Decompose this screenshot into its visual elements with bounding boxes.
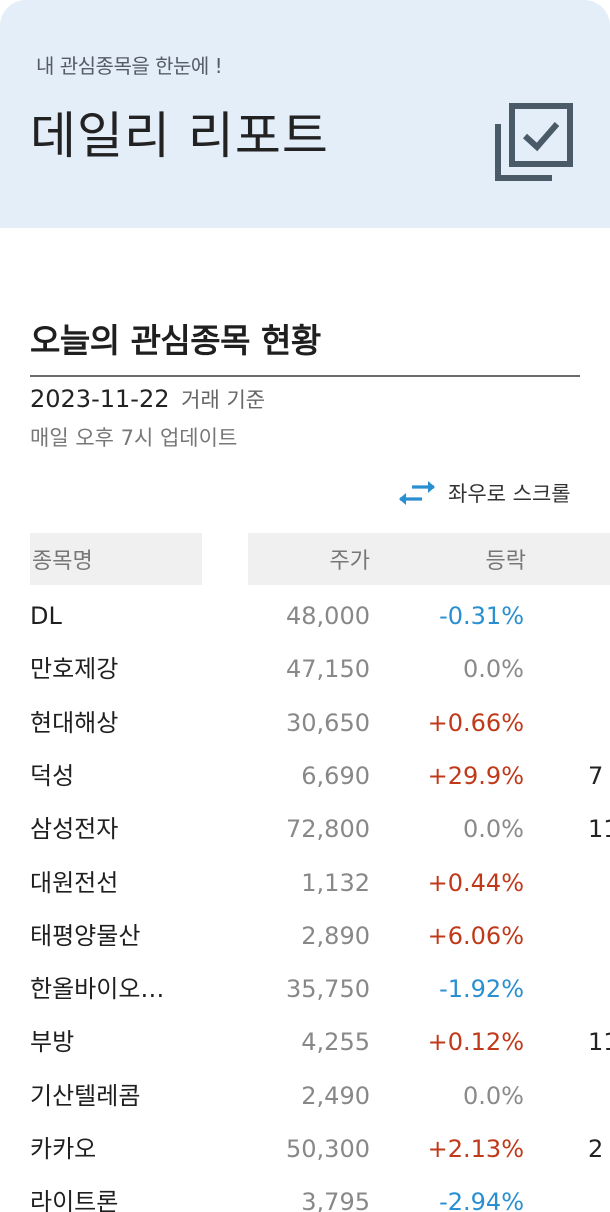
report-header: 내 관심종목을 한눈에 ! 데일리 리포트 [0,0,610,228]
stock-name: 기산텔레콤 [30,1081,141,1110]
stock-name: 카카오 [30,1135,97,1163]
scroll-hint[interactable]: 좌우로 스크롤 [398,478,571,508]
column-header-name[interactable]: 종목명 [30,533,202,585]
stock-price: 35,750 [286,975,370,1004]
table-row[interactable]: 한올바이오… 35,750 -1.92% [0,963,610,1016]
table-row[interactable]: 현대해상 30,650 +0.66% [0,697,610,750]
stock-change: +6.06% [427,921,524,950]
stock-name: 대원전선 [30,868,119,897]
stock-name: 부방 [30,1028,75,1057]
check-stack-icon[interactable] [492,100,578,186]
date-basis: 거래 기준 [181,388,266,412]
stock-change: +2.13% [427,1135,524,1163]
stock-name: DL [30,602,62,630]
table-row[interactable]: 대원전선 1,132 +0.44% [0,857,610,910]
table-row[interactable]: 기산텔레콤 2,490 0.0% [0,1070,610,1123]
stock-change: 0.0% [463,655,524,684]
stock-name: 한올바이오… [30,975,165,1004]
column-header-change[interactable]: 등락 [485,549,526,574]
column-header-name-label: 종목명 [32,549,93,574]
table-row[interactable]: 카카오 50,300 +2.13% 2 [0,1123,610,1176]
column-header-values: 주가 등락 [248,533,610,585]
trade-date: 2023-11-22 [30,385,170,413]
stock-name: 태평양물산 [30,921,141,950]
stock-extra-column: 11 [588,815,610,844]
stock-price: 3,795 [301,1188,370,1212]
stock-price: 1,132 [301,868,370,897]
stock-extra-column: 11 [588,1028,610,1057]
stock-change: 0.0% [463,815,524,844]
stock-extra-column: 2 [588,1135,604,1163]
table-row[interactable]: 태평양물산 2,890 +6.06% [0,910,610,963]
stock-change: -2.94% [439,1188,524,1212]
stock-change: -1.92% [439,975,524,1004]
scroll-hint-label: 좌우로 스크롤 [448,482,571,506]
table-row[interactable]: DL 48,000 -0.31% [0,590,610,643]
table-row[interactable]: 만호제강 47,150 0.0% [0,643,610,696]
stock-change: -0.31% [439,602,524,630]
stock-name: 라이트론 [30,1188,119,1212]
section-title: 오늘의 관심종목 현황 [30,321,321,360]
stock-change: 0.0% [463,1081,524,1110]
stock-price: 30,650 [286,708,370,737]
table-row[interactable]: 부방 4,255 +0.12% 11 [0,1016,610,1069]
stock-price: 47,150 [286,655,370,684]
stock-price: 48,000 [286,602,370,630]
header-subtitle: 내 관심종목을 한눈에 ! [36,54,223,78]
stock-name: 덕성 [30,761,75,790]
header-title: 데일리 리포트 [30,107,329,165]
stock-name: 만호제강 [30,655,119,684]
stock-change: +0.12% [427,1028,524,1057]
swap-arrows-icon [399,481,435,505]
column-header-price[interactable]: 주가 [329,549,370,574]
stock-change: +0.66% [427,708,524,737]
stock-extra-column: 7 [588,761,604,790]
stock-price: 6,690 [301,761,370,790]
update-note: 매일 오후 7시 업데이트 [30,426,238,450]
table-row[interactable]: 삼성전자 72,800 0.0% 11 [0,803,610,856]
table-row[interactable]: 덕성 6,690 +29.9% 7 [0,750,610,803]
table-row[interactable]: 라이트론 3,795 -2.94% [0,1176,610,1212]
stock-price: 4,255 [301,1028,370,1057]
stock-price: 2,490 [301,1081,370,1110]
stock-change: +0.44% [427,868,524,897]
stock-price: 50,300 [286,1135,370,1163]
stock-price: 2,890 [301,921,370,950]
stock-name: 삼성전자 [30,815,119,844]
stock-change: +29.9% [427,761,524,790]
stock-name: 현대해상 [30,708,119,737]
section-divider [30,375,580,377]
date-line: 2023-11-22 거래 기준 [30,384,265,414]
stock-price: 72,800 [286,815,370,844]
